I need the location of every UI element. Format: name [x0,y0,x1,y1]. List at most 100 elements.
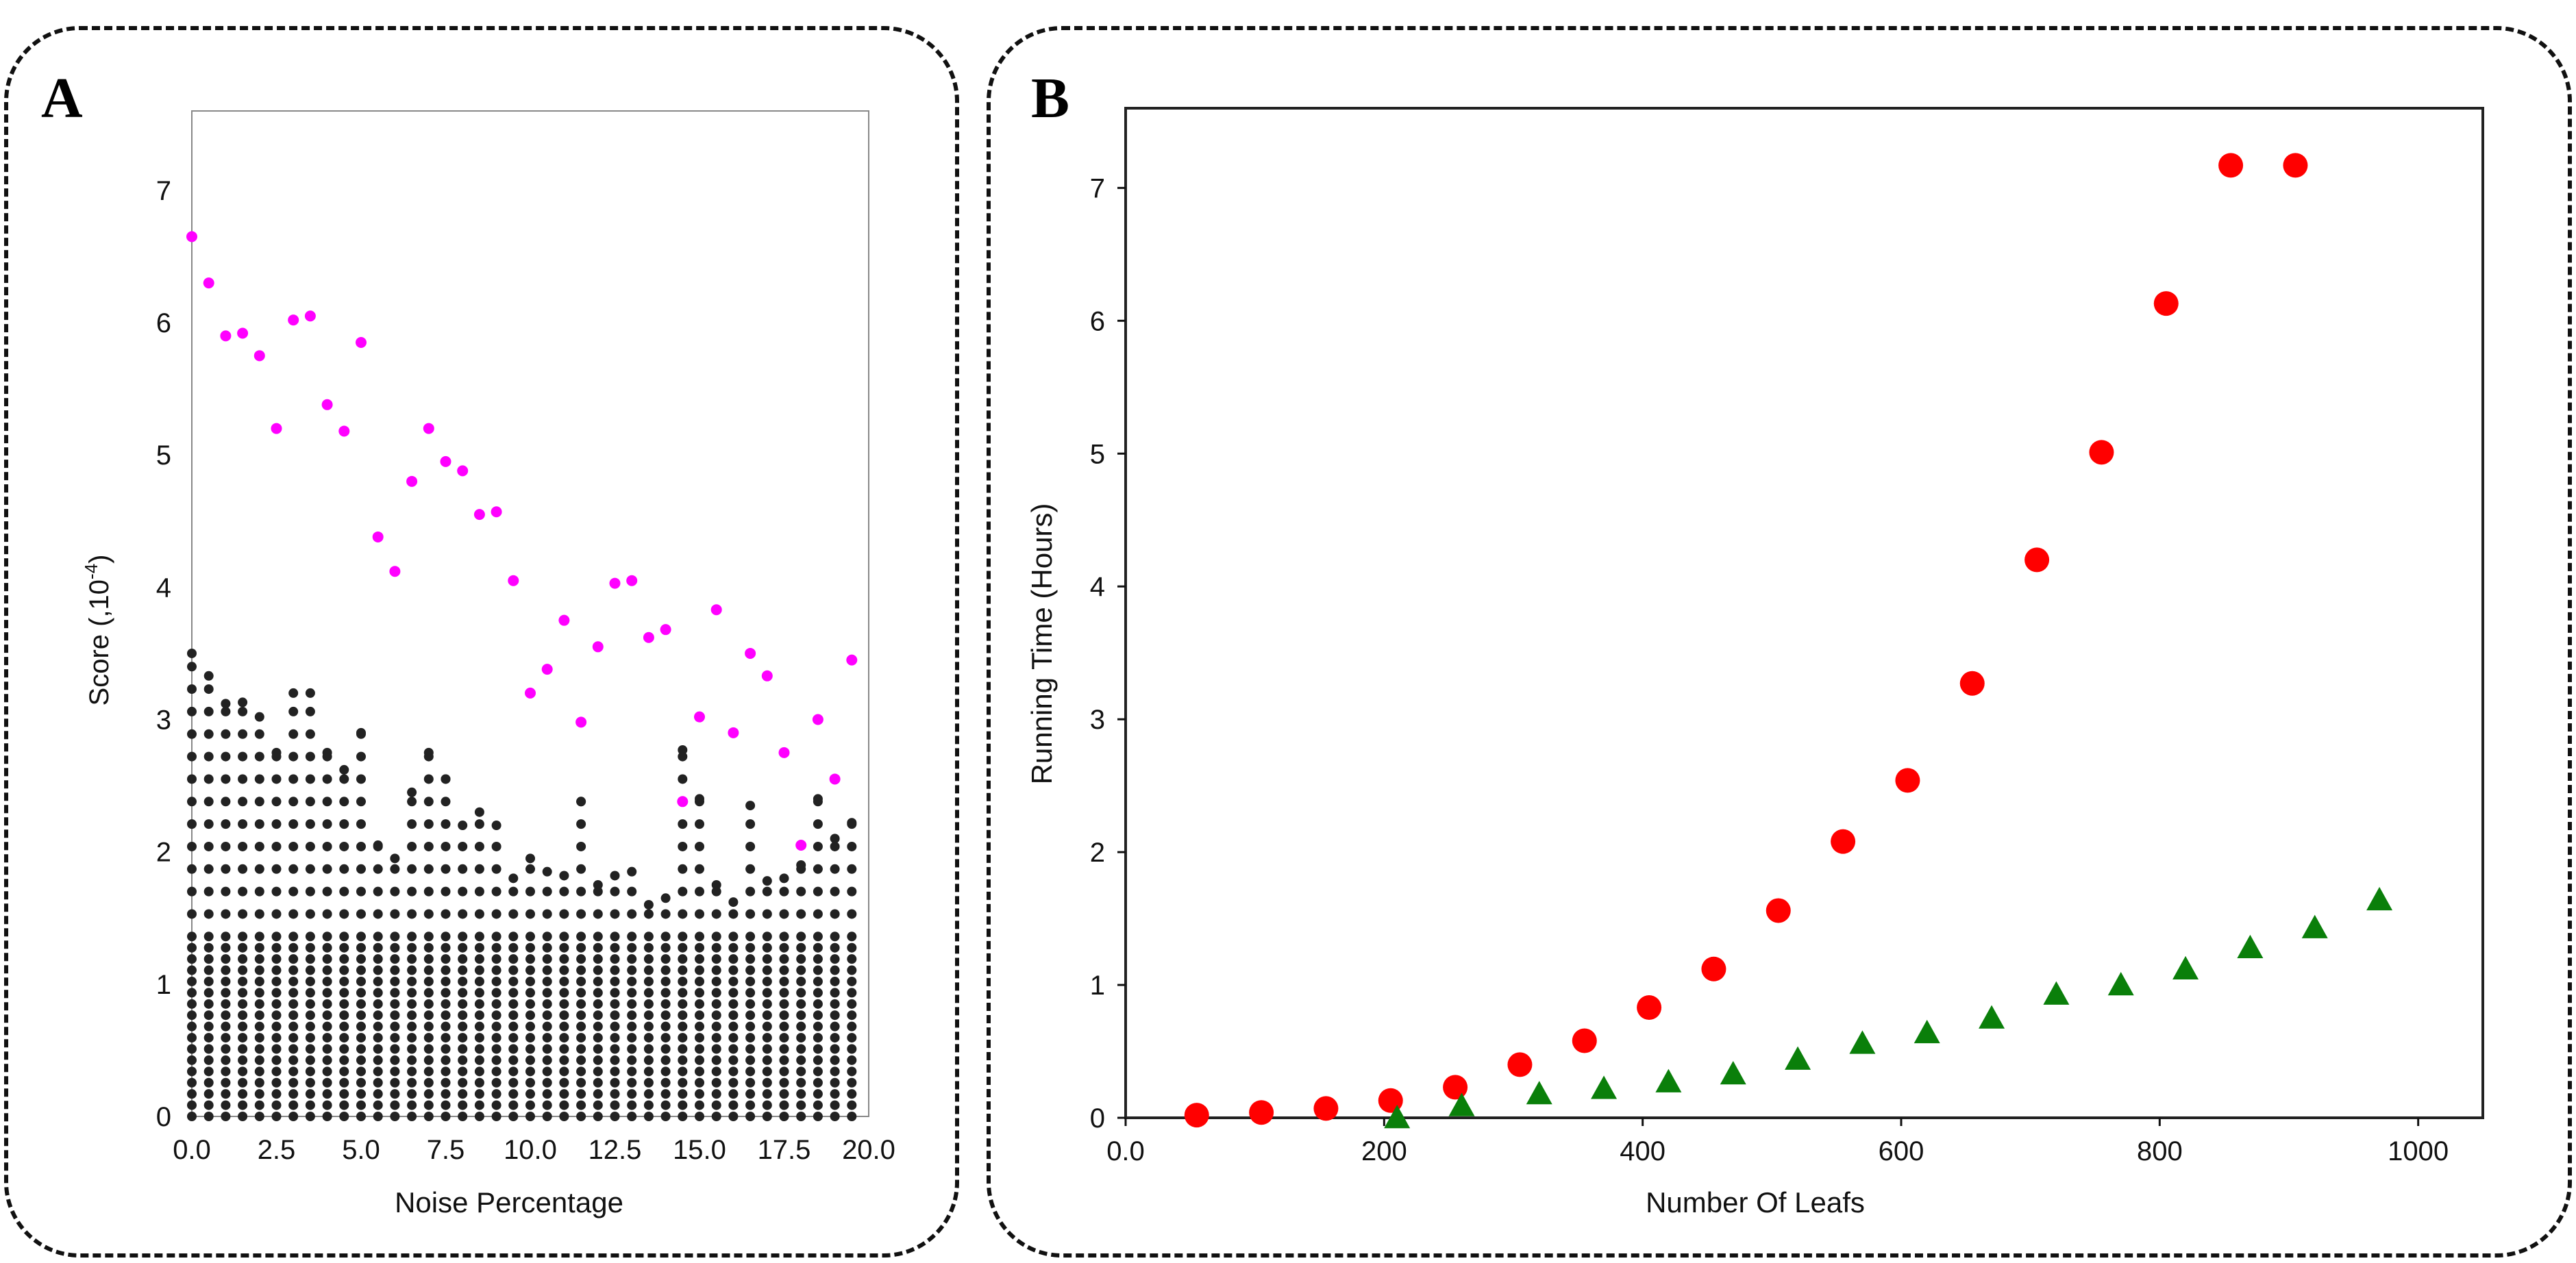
chart-a-point [390,1055,400,1065]
chart-a-point [508,1055,519,1065]
chart-a-point [254,1044,264,1054]
chart-a-point [695,942,704,953]
chart-a-xtick-label: 17.5 [758,1135,811,1165]
chart-a-best-point [728,727,739,738]
chart-a-point [610,1089,620,1099]
chart-a-point [221,864,231,874]
chart-a-point [356,1033,366,1043]
chart-a-point [728,909,739,919]
chart-a-point [288,909,299,919]
chart-a-point [254,819,264,829]
chart-a-point [441,976,451,986]
chart-a-point [610,954,620,964]
chart-a-point [458,965,468,975]
chart-a-point [441,797,451,807]
chart-a-point [813,976,823,986]
chart-a-point [695,954,704,964]
chart-a-point [305,931,315,942]
chart-a-point [458,942,468,953]
chart-a-point [221,774,231,784]
chart-a-point [305,706,315,716]
chart-a-point [762,965,772,975]
chart-a-point [390,954,400,964]
chart-a-point [339,931,349,942]
chart-a-point [542,988,552,998]
chart-a-point [390,976,400,986]
chart-a-point [441,841,451,851]
chart-a-point [271,864,282,874]
chart-a-point [305,751,315,762]
chart-a-point [441,1010,451,1021]
chart-a-point [779,909,789,919]
chart-a-point [695,1033,704,1043]
chart-a-point [593,909,603,919]
chart-a-xtick-label: 20.0 [842,1135,895,1165]
chart-a-point [542,1010,552,1021]
chart-a-point [830,1055,840,1065]
chart-a-point [627,999,637,1009]
chart-a-point [441,1021,451,1031]
chart-a-point [373,909,383,919]
chart-a-point [711,1089,721,1099]
chart-a-point [796,1112,806,1121]
chart-a-point [339,886,349,897]
chart-a-best-point [203,277,214,289]
chart-a-point [728,965,739,975]
chart-a-point [271,999,282,1009]
chart-a-point [627,1077,637,1088]
chart-a-point [288,976,299,986]
chart-a-point [762,1021,772,1031]
chart-a-point [796,988,806,998]
chart-a-point [660,1021,671,1031]
chart-a-point [238,965,248,975]
chart-a-point [407,1100,417,1110]
chart-a-point [373,1112,383,1121]
chart-a-point [847,988,857,998]
chart-a-point [813,988,823,998]
chart-a-point [745,909,756,919]
chart-a-point [830,988,840,998]
chart-a-point [288,988,299,998]
chart-a-point [288,1112,299,1121]
chart-a-ytick-label: 7 [156,176,171,206]
chart-a-point [373,931,383,942]
chart-a-point [271,909,282,919]
chart-a-point [305,1112,315,1121]
chart-a-point [187,1100,197,1110]
chart-a-point [813,1021,823,1031]
chart-a-point [660,893,671,903]
chart-a-point [660,1033,671,1043]
chart-a-point [745,1033,756,1043]
chart-b-triangle-point [1785,1046,1811,1070]
chart-b-circle-point [1959,671,1985,696]
chart-a-point [254,976,264,986]
chart-a-point [458,1010,468,1021]
chart-a-point [830,1112,840,1121]
chart-a-point [373,1021,383,1031]
chart-a-point [254,954,264,964]
chart-a-point [187,965,197,975]
chart-a-point [203,1077,214,1088]
chart-a-point [238,954,248,964]
chart-a-point [254,1100,264,1110]
chart-a-point [779,1021,789,1031]
chart-a-point [678,819,688,829]
chart-a-point [796,1066,806,1077]
chart-a-point [187,864,197,874]
chart-a-point [559,1089,569,1099]
chart-a-point [593,1100,603,1110]
chart-a-point [322,819,332,829]
chart-a-point [407,1055,417,1065]
chart-a-point [728,942,739,953]
chart-a-point [728,999,739,1009]
chart-a-point [643,976,654,986]
chart-a-point [271,1089,282,1099]
chart-a-point [187,909,197,919]
chart-a-point [254,909,264,919]
chart-a-point [339,774,349,784]
chart-a-point [187,1055,197,1065]
chart-a-point [390,1112,400,1121]
chart-a-point [187,819,197,829]
chart-a-point [187,1089,197,1099]
chart-a-point [238,1077,248,1088]
